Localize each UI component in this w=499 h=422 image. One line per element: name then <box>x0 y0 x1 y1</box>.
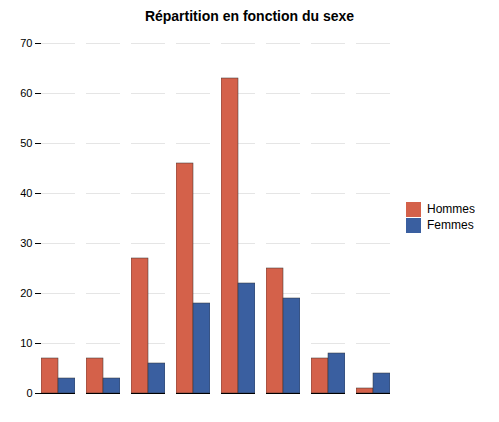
html-text:Hommes: Hommes <box>427 202 475 216</box>
svg-text:70: 70 <box>20 37 32 49</box>
svg-text:10: 10 <box>20 337 32 349</box>
svg-text:30: 30 <box>20 237 32 249</box>
html-text:Femmes: Femmes <box>427 218 474 232</box>
svg-text:60: 60 <box>20 87 32 99</box>
html-text:Répartition en fonction du sex: Répartition en fonction du sexe <box>144 8 355 24</box>
svg-text:50: 50 <box>20 137 32 149</box>
svg-text:40: 40 <box>20 187 32 199</box>
svg-text:20: 20 <box>20 287 32 299</box>
svg-text:0: 0 <box>26 387 32 399</box>
